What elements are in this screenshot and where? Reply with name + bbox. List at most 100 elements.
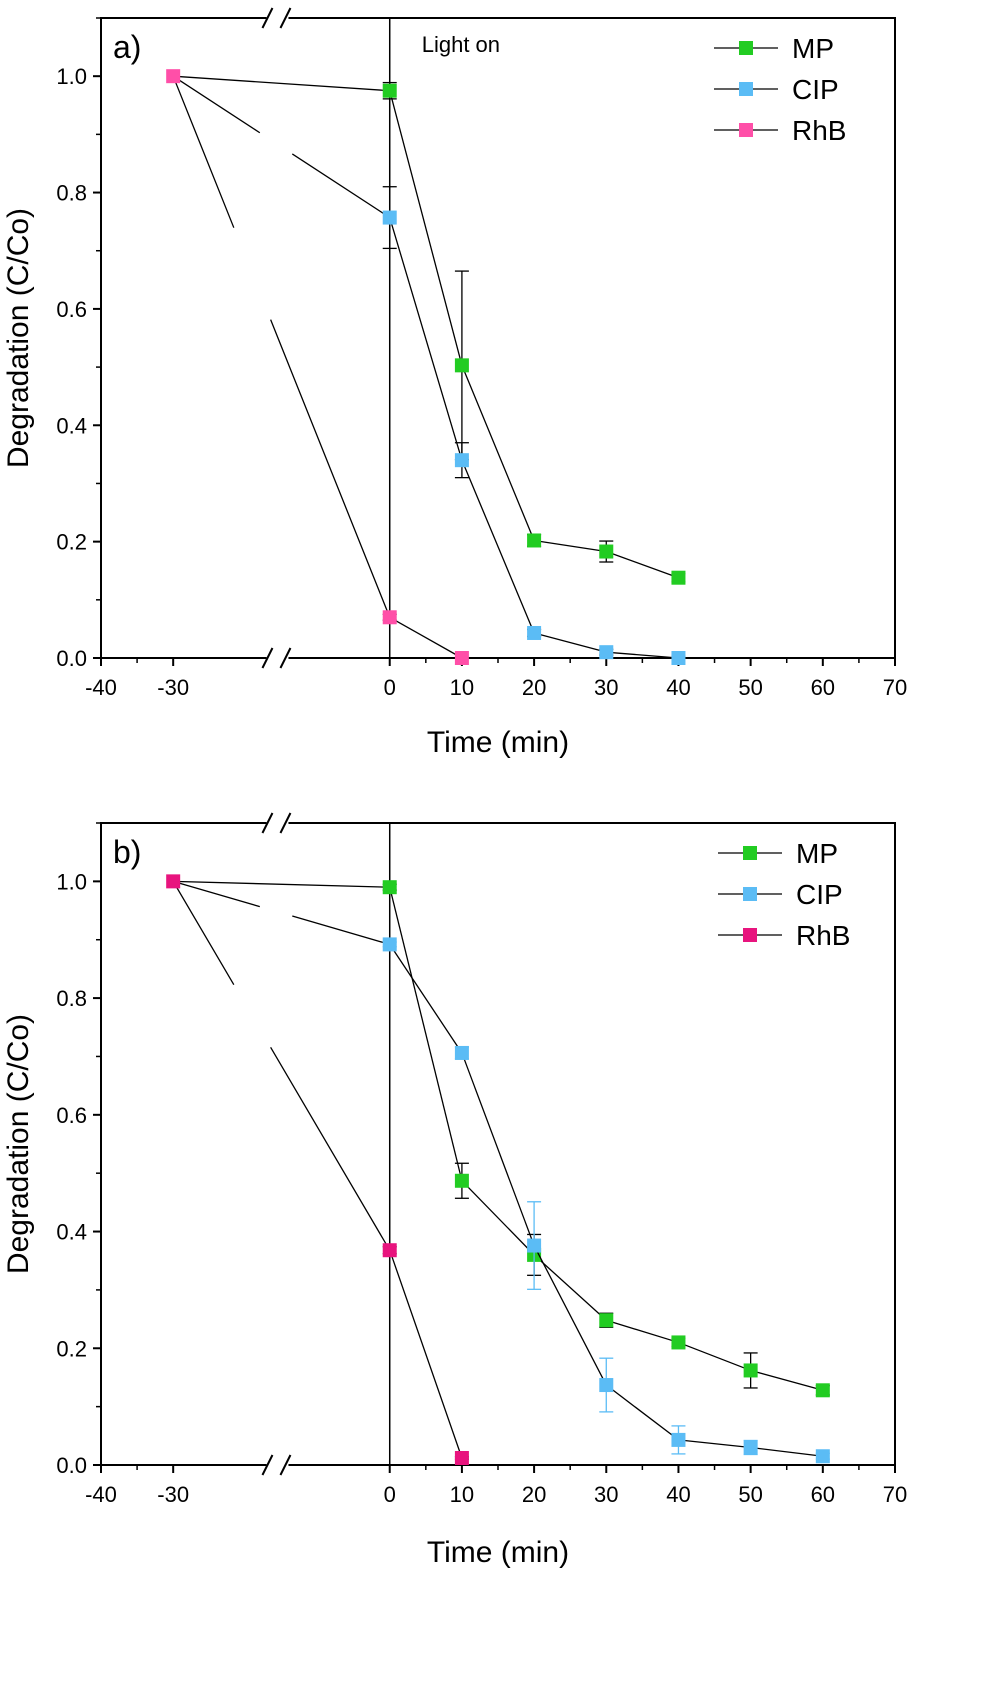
chart-panel-2: -40 -30 0 10 20 30 40 50 60 70 0.0 0.2 0.4 0.6 0.8 1.0 T… <box>2 812 907 1569</box>
data-point-mp <box>454 1173 469 1188</box>
series-line-segment <box>606 1319 679 1344</box>
data-point-rhb <box>382 1243 397 1258</box>
data-point-cip <box>527 1238 542 1253</box>
series-line-segment <box>173 880 260 908</box>
series-line-segment <box>173 880 390 888</box>
series-line-segment <box>292 915 390 946</box>
series-line-segment <box>750 1446 823 1457</box>
series-line-segment <box>461 1052 535 1246</box>
axis-break-gap <box>266 654 289 662</box>
data-point-mp <box>382 880 397 895</box>
series-rhb <box>166 874 469 1465</box>
data-point-mp <box>527 533 542 548</box>
y-tick-label: 0.8 <box>56 181 87 206</box>
data-point-cip <box>599 645 614 660</box>
data-point-mp <box>454 358 469 373</box>
series-line-segment <box>172 75 261 134</box>
axis-break-gap <box>266 14 289 22</box>
series-line-segment <box>389 1250 463 1459</box>
x-tick-label: 10 <box>450 1482 474 1507</box>
x-tick-label: 70 <box>883 675 907 700</box>
series-line-segment <box>389 944 463 1054</box>
series-line-segment <box>605 1384 679 1441</box>
legend-marker <box>739 41 753 55</box>
axis-break-mark <box>279 647 292 669</box>
panel-label: b) <box>113 834 141 870</box>
series-line-segment <box>533 1254 607 1321</box>
series-cip <box>172 75 686 665</box>
x-tick-label: 0 <box>384 1482 396 1507</box>
y-tick-label: 0.6 <box>56 297 87 322</box>
x-tick-label: 0 <box>384 675 396 700</box>
data-point-mp <box>815 1383 830 1398</box>
legend-label-cip: CIP <box>796 879 843 910</box>
series-cip <box>173 880 830 1464</box>
x-tick-label: 70 <box>883 1482 907 1507</box>
axis-break-gap <box>266 1461 289 1469</box>
data-point-rhb <box>382 610 397 625</box>
legend-marker <box>743 887 757 901</box>
axis-break-mark <box>261 812 274 834</box>
x-axis-title: Time (min) <box>427 1536 569 1569</box>
data-point-cip <box>382 937 397 952</box>
data-point-cip <box>527 625 542 640</box>
data-point-cip <box>743 1440 758 1455</box>
legend-label-mp: MP <box>792 33 834 64</box>
series-line-segment <box>461 1180 535 1256</box>
data-point-cip <box>454 453 469 468</box>
data-point-mp <box>599 1313 614 1328</box>
axis-break-mark <box>261 1454 274 1476</box>
data-point-rhb <box>454 1450 469 1465</box>
y-tick-label: 0.4 <box>56 1220 87 1245</box>
y-tick-label: 0.0 <box>56 646 87 671</box>
legend: MP CIP RhB <box>718 838 850 951</box>
legend-label-cip: CIP <box>792 74 839 105</box>
data-point-mp <box>671 570 686 585</box>
data-point-mp <box>382 83 397 98</box>
x-tick-label: 60 <box>811 675 835 700</box>
legend-marker <box>743 846 757 860</box>
x-tick-label: 40 <box>666 1482 690 1507</box>
data-point-mp <box>599 544 614 559</box>
x-tick-label: 20 <box>522 675 546 700</box>
series-line-segment <box>533 632 607 653</box>
data-point-mp <box>743 1363 758 1378</box>
light-on-annotation: Light on <box>422 32 500 57</box>
legend-label-mp: MP <box>796 838 838 869</box>
series-line-segment <box>606 651 679 659</box>
series-line-segment <box>389 616 463 659</box>
axis-break-mark <box>261 647 274 669</box>
x-tick-label: 50 <box>738 675 762 700</box>
y-tick-label: 1.0 <box>56 64 87 89</box>
legend-label-rhb: RhB <box>796 920 850 951</box>
x-tick-label: 10 <box>450 675 474 700</box>
x-tick-label: 60 <box>811 1482 835 1507</box>
legend: MP CIP RhB <box>714 33 846 146</box>
series-line-segment <box>173 75 390 92</box>
y-axis-title: Degradation (C/Co) <box>2 1014 35 1274</box>
series-line-segment <box>533 539 607 553</box>
y-tick-label: 0.2 <box>56 1336 87 1361</box>
legend-marker <box>743 928 757 942</box>
x-tick-label: 30 <box>594 1482 618 1507</box>
y-tick-label: 0.8 <box>56 986 87 1011</box>
series-line-segment <box>750 1369 823 1391</box>
data-point-cip <box>815 1449 830 1464</box>
x-tick-label: 30 <box>594 675 618 700</box>
legend-label-rhb: RhB <box>792 115 846 146</box>
series-line-segment <box>461 365 535 541</box>
data-point-cip <box>454 1045 469 1060</box>
series-line-segment <box>389 887 463 1181</box>
axis-break-mark <box>279 812 292 834</box>
x-tick-label: 50 <box>738 1482 762 1507</box>
axis-break-mark <box>261 7 274 29</box>
data-point-mp <box>671 1335 686 1350</box>
series-mp <box>173 75 686 585</box>
series-line-segment <box>172 881 235 985</box>
legend-marker <box>739 82 753 96</box>
series-line-segment <box>533 1245 607 1386</box>
series-line-segment <box>270 319 391 618</box>
data-point-cip <box>671 651 686 665</box>
x-axis-title: Time (min) <box>427 726 569 759</box>
